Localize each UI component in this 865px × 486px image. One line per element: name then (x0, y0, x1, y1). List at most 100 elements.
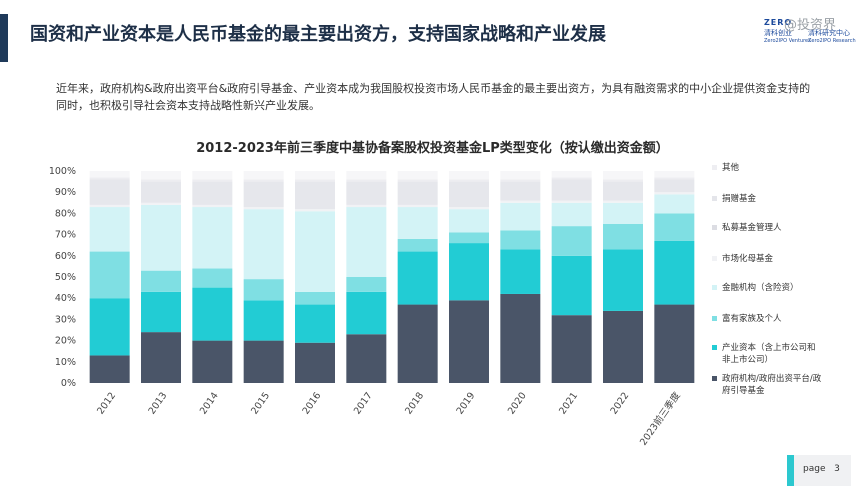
bar-segment-6-9 (551, 177, 592, 180)
bar-segment-7-8 (500, 171, 541, 180)
page-label: page (803, 464, 826, 474)
bar-segment-0-0 (89, 355, 130, 383)
bar-segment-5-3 (243, 181, 284, 208)
bar-segment-2-4 (295, 291, 335, 305)
bar-segment-7-9 (551, 171, 592, 178)
bar-segment-6-8 (500, 179, 541, 182)
x-tick-label: 2016 (301, 390, 324, 416)
bar-segment-2-9 (551, 226, 592, 256)
legend-label: 政府机构/政府出资平台/政府引导基金 (722, 374, 822, 396)
y-tick-label: 90% (55, 187, 76, 198)
bar-segment-0-5 (346, 334, 387, 383)
page-number: 3 (834, 464, 840, 474)
legend-label: 富有家族及个人 (722, 314, 782, 324)
bar-segment-2-7 (449, 232, 489, 244)
bar-segment-1-9 (551, 255, 592, 316)
bar-segment-1-10 (603, 249, 643, 311)
bar-segment-1-7 (449, 243, 489, 301)
bar-segment-1-1 (141, 291, 181, 333)
bar-segment-0-8 (500, 293, 541, 383)
bar-segment-3-6 (397, 207, 438, 239)
legend-label: 市场化母基金 (722, 254, 774, 264)
bar-segment-7-10 (603, 171, 643, 180)
legend-swatch (712, 256, 717, 261)
bar-segment-5-8 (500, 181, 541, 201)
bar-segment-5-2 (192, 181, 233, 205)
bar-segment-3-8 (500, 202, 541, 231)
bar-segment-2-3 (243, 279, 284, 301)
bar-segment-3-1 (141, 204, 181, 271)
y-tick-label: 80% (55, 208, 76, 219)
bar-segment-3-7 (449, 209, 489, 233)
bar-segment-6-0 (89, 177, 130, 180)
x-tick-label: 2013 (147, 390, 170, 416)
bar-segment-6-10 (603, 179, 643, 182)
bar-segment-0-2 (192, 340, 233, 383)
bar-segment-4-2 (192, 204, 233, 208)
y-tick-label: 70% (55, 230, 76, 241)
legend-label: 私募基金管理人 (722, 223, 782, 233)
title-accent-bar (0, 14, 8, 62)
bar-segment-6-7 (449, 179, 489, 182)
bar-segment-6-3 (243, 179, 284, 182)
bar-segment-1-3 (243, 300, 284, 341)
bar-segment-3-3 (243, 209, 284, 280)
bar-segment-3-0 (89, 207, 130, 252)
bar-segment-4-5 (346, 204, 387, 208)
bar-segment-4-1 (141, 202, 181, 205)
x-tick-label: 2012 (95, 390, 118, 416)
bar-segment-4-9 (551, 200, 592, 203)
bar-segment-0-3 (243, 340, 284, 383)
bar-segment-3-9 (551, 202, 592, 227)
chart-title: 2012-2023年前三季度中基协备案股权投资基金LP类型变化（按认缴出资金额） (196, 141, 669, 156)
bar-segment-6-1 (141, 179, 181, 182)
watermark-text: @投资界 (784, 18, 837, 33)
y-tick-label: 20% (55, 336, 76, 347)
bar-segment-2-2 (192, 268, 233, 288)
bar-segment-1-2 (192, 287, 233, 341)
bar-segment-7-5 (346, 171, 387, 180)
bar-segment-5-9 (551, 179, 592, 201)
legend-swatch (712, 225, 717, 230)
bar-segment-0-10 (603, 310, 643, 383)
bar-segment-4-3 (243, 207, 284, 210)
bar-segment-4-10 (603, 200, 643, 203)
bar-segment-7-6 (397, 171, 438, 180)
bar-segment-0-7 (449, 300, 489, 383)
logo-line2: 清科创业 (764, 29, 792, 37)
legend-swatch (712, 196, 717, 201)
bar-segment-1-11 (654, 240, 695, 305)
bar-segment-3-10 (603, 202, 643, 224)
bar-segment-5-1 (141, 181, 181, 203)
y-tick-label: 0% (61, 378, 76, 389)
bar-segment-1-5 (346, 291, 387, 335)
x-tick-label: 2023前三季度 (637, 389, 683, 447)
legend-label: 捐赠基金 (722, 194, 757, 204)
x-tick-label: 2021 (557, 390, 580, 416)
intro-paragraph: 近年来，政府机构&政府出资平台&政府引导基金、产业资本成为我国股权投资市场人民币… (56, 82, 811, 112)
bar-segment-6-4 (295, 179, 335, 182)
bar-segment-7-4 (295, 171, 335, 180)
bar-segment-7-3 (243, 171, 284, 180)
logo-line5: Zero2IPO Research (808, 38, 856, 44)
bar-segment-6-6 (397, 179, 438, 182)
x-tick-label: 2018 (403, 390, 426, 416)
bar-segment-7-1 (141, 171, 181, 180)
y-tick-label: 40% (55, 293, 76, 304)
bar-segment-5-0 (89, 179, 130, 205)
bar-segment-5-11 (654, 179, 695, 193)
bar-segment-1-0 (89, 298, 130, 356)
bar-segment-5-6 (397, 181, 438, 205)
bar-segment-2-5 (346, 277, 387, 292)
bar-segment-0-11 (654, 304, 695, 383)
bar-segment-7-7 (449, 171, 489, 180)
bar-segment-4-6 (397, 204, 438, 208)
page-number-label: page 3 (803, 464, 840, 474)
bar-segment-5-5 (346, 181, 387, 205)
y-tick-label: 50% (55, 272, 76, 283)
legend-swatch (712, 345, 717, 350)
bar-segment-4-4 (295, 209, 335, 212)
bar-segment-2-10 (603, 224, 643, 250)
legend-label: 金融机构（含险资） (722, 283, 799, 293)
legend-swatch (712, 376, 717, 381)
